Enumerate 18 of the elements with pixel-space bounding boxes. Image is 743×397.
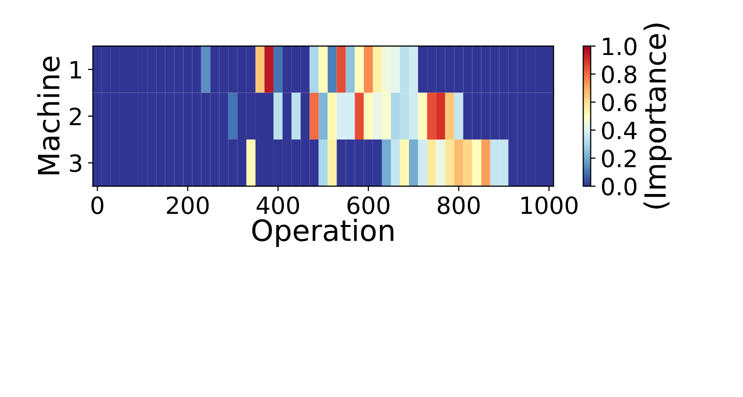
x-tick-label: 800 — [438, 196, 480, 214]
y-tick-label: 3 — [70, 154, 82, 172]
color-bar-label: 1.0 — [603, 38, 636, 56]
color-bar-label: 0.6 — [602, 94, 636, 112]
x-tick-label: 400 — [256, 196, 300, 214]
y-axis-title: Machine — [37, 56, 60, 174]
color-bar-title: (Importance) — [644, 24, 672, 209]
color-bar-label: 0.8 — [602, 66, 636, 84]
y-tick-label: 1 — [70, 61, 81, 78]
color-bar-label: 0.0 — [602, 178, 636, 196]
color-bar-label: 0.4 — [602, 122, 637, 140]
x-tick-label: 600 — [347, 196, 390, 214]
x-axis-title: Operation — [252, 218, 394, 247]
x-tick-label: 200 — [166, 196, 209, 214]
color-bar-label: 0.2 — [602, 150, 636, 168]
x-tick-label: 1000 — [522, 196, 578, 214]
x-tick-label: 0 — [91, 196, 104, 214]
y-tick-label: 2 — [70, 108, 81, 126]
